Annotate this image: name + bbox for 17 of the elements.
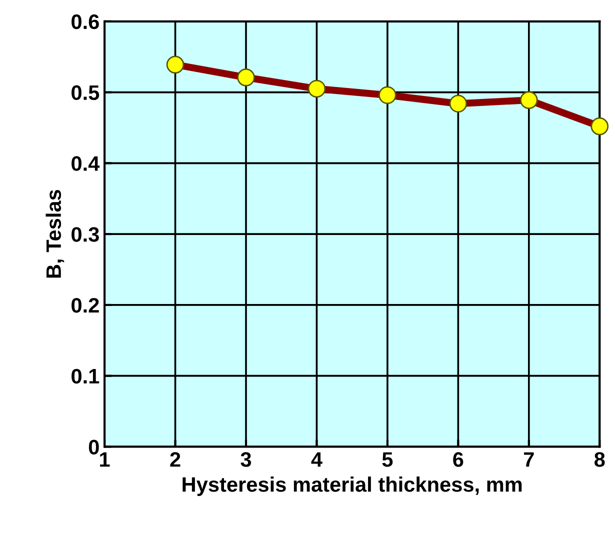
y-tick-label: 0.6 — [72, 14, 99, 30]
x-tick-label: 2 — [170, 452, 180, 467]
x-axis-title: Hysteresis material thickness, mm — [182, 476, 522, 496]
x-tick-label: 4 — [311, 452, 322, 467]
y-tick-label: 0.5 — [72, 85, 100, 100]
x-tick-label: 7 — [524, 452, 534, 467]
x-tick-label: 3 — [240, 452, 252, 467]
y-tick-label: 0 — [88, 440, 99, 454]
y-axis-title: B, Teslas — [46, 190, 64, 278]
y-tick-label: 0.2 — [72, 298, 99, 313]
x-tick-label: 6 — [453, 452, 464, 467]
y-tick-label: 0.1 — [72, 368, 100, 384]
x-tick-label: 5 — [382, 452, 393, 467]
y-tick-label: 0.3 — [72, 227, 99, 242]
y-tick-label: 0.4 — [72, 156, 100, 171]
x-tick-label: 8 — [594, 452, 605, 467]
x-tick-label: 1 — [100, 452, 110, 467]
